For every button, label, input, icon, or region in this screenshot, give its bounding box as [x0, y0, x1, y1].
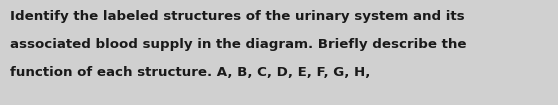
- Text: associated blood supply in the diagram. Briefly describe the: associated blood supply in the diagram. …: [10, 38, 466, 51]
- Text: function of each structure. A, B, C, D, E, F, G, H,: function of each structure. A, B, C, D, …: [10, 66, 371, 79]
- Text: Identify the labeled structures of the urinary system and its: Identify the labeled structures of the u…: [10, 10, 465, 23]
